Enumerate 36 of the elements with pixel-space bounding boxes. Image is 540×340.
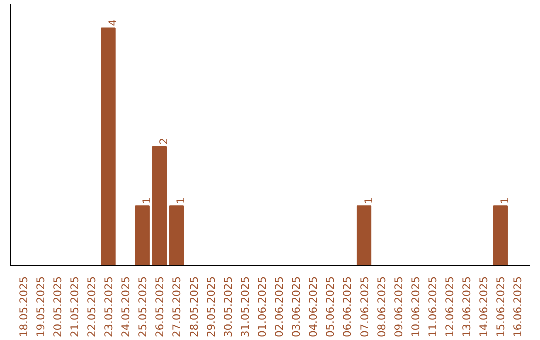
x-tick-label: 04.06.2025 bbox=[307, 276, 320, 338]
x-tick-label: 15.06.2025 bbox=[494, 276, 508, 338]
x-tick-label: 05.06.2025 bbox=[324, 276, 338, 338]
data-label: 1 bbox=[362, 197, 376, 204]
data-label: 1 bbox=[498, 197, 512, 204]
x-tick-label: 21.05.2025 bbox=[68, 276, 82, 338]
x-tick-label: 25.05.2025 bbox=[136, 276, 150, 338]
data-label: 2 bbox=[158, 138, 171, 145]
x-tick-label: 06.06.2025 bbox=[341, 276, 354, 338]
x-tick-label: 09.06.2025 bbox=[392, 276, 406, 338]
x-tick-label: 27.05.2025 bbox=[170, 276, 184, 338]
x-tick-label: 10.06.2025 bbox=[409, 276, 422, 338]
x-tick-label: 26.05.2025 bbox=[154, 276, 167, 338]
data-label: 4 bbox=[106, 19, 120, 26]
x-tick-label: 18.05.2025 bbox=[17, 276, 30, 338]
x-tick-label: 07.06.2025 bbox=[358, 276, 372, 338]
x-tick-label: 28.05.2025 bbox=[188, 276, 201, 338]
x-tick-label: 16.06.2025 bbox=[512, 276, 525, 338]
x-tick-label: 29.05.2025 bbox=[204, 276, 218, 338]
x-tick-label: 23.05.2025 bbox=[102, 276, 116, 338]
x-tick-label: 13.06.2025 bbox=[460, 276, 474, 338]
x-tick-label: 30.05.2025 bbox=[222, 276, 235, 338]
x-tick-label: 03.06.2025 bbox=[290, 276, 304, 338]
x-tick-label: 12.06.2025 bbox=[444, 276, 457, 338]
x-tick-label: 20.05.2025 bbox=[51, 276, 64, 338]
data-label: 1 bbox=[174, 197, 188, 204]
x-tick-label: 24.05.2025 bbox=[120, 276, 133, 338]
data-label: 1 bbox=[140, 197, 154, 204]
x-tick-label: 11.06.2025 bbox=[426, 276, 440, 338]
x-tick-label: 08.06.2025 bbox=[375, 276, 388, 338]
x-tick-label: 22.05.2025 bbox=[85, 276, 98, 338]
x-tick-label: 19.05.2025 bbox=[34, 276, 48, 338]
x-tick-label: 01.06.2025 bbox=[256, 276, 269, 338]
x-tick-label: 14.06.2025 bbox=[478, 276, 491, 338]
x-tick-label: 31.05.2025 bbox=[238, 276, 252, 338]
x-tick-label: 02.06.2025 bbox=[273, 276, 286, 338]
